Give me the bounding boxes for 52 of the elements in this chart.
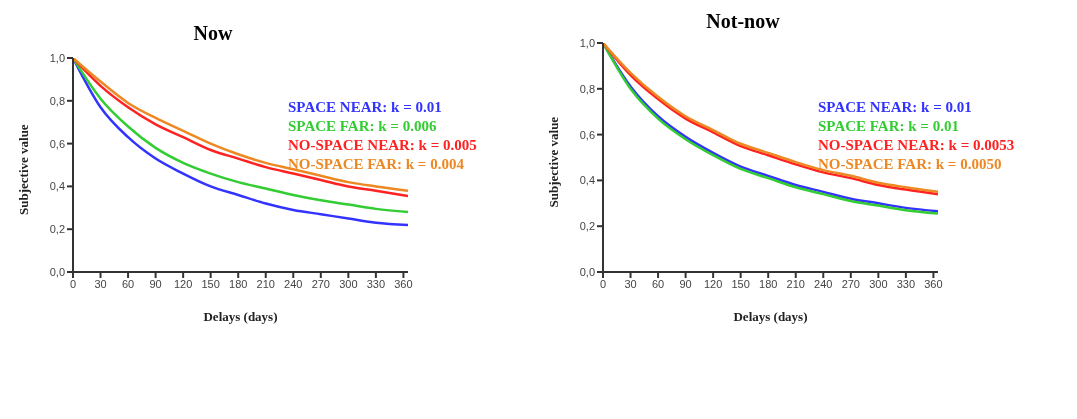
x-axis-title: Delays (days): [203, 309, 278, 325]
x-tick-label: 300: [339, 277, 358, 290]
x-tick-label: 270: [841, 277, 860, 290]
x-tick-label: 150: [731, 277, 750, 290]
x-tick-label: 120: [173, 277, 193, 290]
series-label: NO-SPACE NEAR: k = 0.0053: [818, 136, 1016, 155]
x-tick-label: 120: [703, 277, 723, 290]
y-tick-label: 0,6: [579, 128, 595, 141]
x-axis-title: Delays (days): [733, 309, 808, 325]
x-tick-label: 270: [311, 277, 330, 290]
x-tick-label: 180: [229, 277, 248, 290]
y-tick-label: 0,4: [579, 174, 595, 187]
y-tick-label: 0,4: [49, 180, 65, 193]
y-axis-title: Subjective value: [545, 116, 561, 208]
series-label: NO-SPACE NEAR: k = 0.005: [288, 136, 478, 155]
y-tick-label: 0,0: [579, 265, 595, 278]
x-tick-label: 60: [651, 277, 665, 290]
x-tick-label: 60: [121, 277, 135, 290]
x-tick-label: 0: [69, 277, 77, 290]
x-tick-label: 240: [814, 277, 833, 290]
y-tick-label: 0,2: [579, 220, 595, 233]
x-tick-label: 0: [599, 277, 607, 290]
chart-title: Now: [192, 22, 234, 45]
x-tick-label: 90: [679, 277, 692, 290]
chart-title: Not-now: [705, 10, 781, 33]
x-tick-label: 30: [624, 277, 637, 290]
y-tick-label: 0,6: [49, 137, 65, 150]
x-tick-label: 30: [94, 277, 107, 290]
y-tick-label: 0,0: [49, 265, 65, 278]
text: SPACE FAR: k = 0.006: [288, 117, 438, 136]
x-tick-label: 180: [759, 277, 778, 290]
x-tick-label: 330: [366, 277, 386, 290]
series-label: NO-SPACE FAR: k = 0.004: [288, 155, 465, 174]
y-tick-label: 0,8: [579, 82, 595, 95]
x-tick-label: 360: [924, 277, 943, 290]
text: SPACE NEAR: k = 0.01: [818, 98, 973, 117]
x-tick-label: 360: [394, 277, 413, 290]
x-tick-label: 90: [149, 277, 162, 290]
x-tick-label: 240: [284, 277, 303, 290]
x-tick-label: 300: [869, 277, 888, 290]
y-tick-label: 0,8: [49, 94, 65, 107]
x-tick-label: 210: [786, 277, 805, 290]
y-tick-label: 1,0: [579, 36, 595, 49]
x-tick-label: 210: [256, 277, 275, 290]
x-tick-label: 150: [201, 277, 220, 290]
text: SPACE FAR: k = 0.01: [818, 117, 960, 136]
x-tick-label: 330: [896, 277, 916, 290]
y-tick-label: 0,2: [49, 223, 65, 236]
y-axis-title: Subjective value: [15, 124, 31, 215]
text: SPACE NEAR: k = 0.01: [288, 98, 443, 117]
y-tick-label: 1,0: [49, 51, 65, 64]
series-label: NO-SPACE FAR: k = 0.0050: [818, 155, 1003, 174]
